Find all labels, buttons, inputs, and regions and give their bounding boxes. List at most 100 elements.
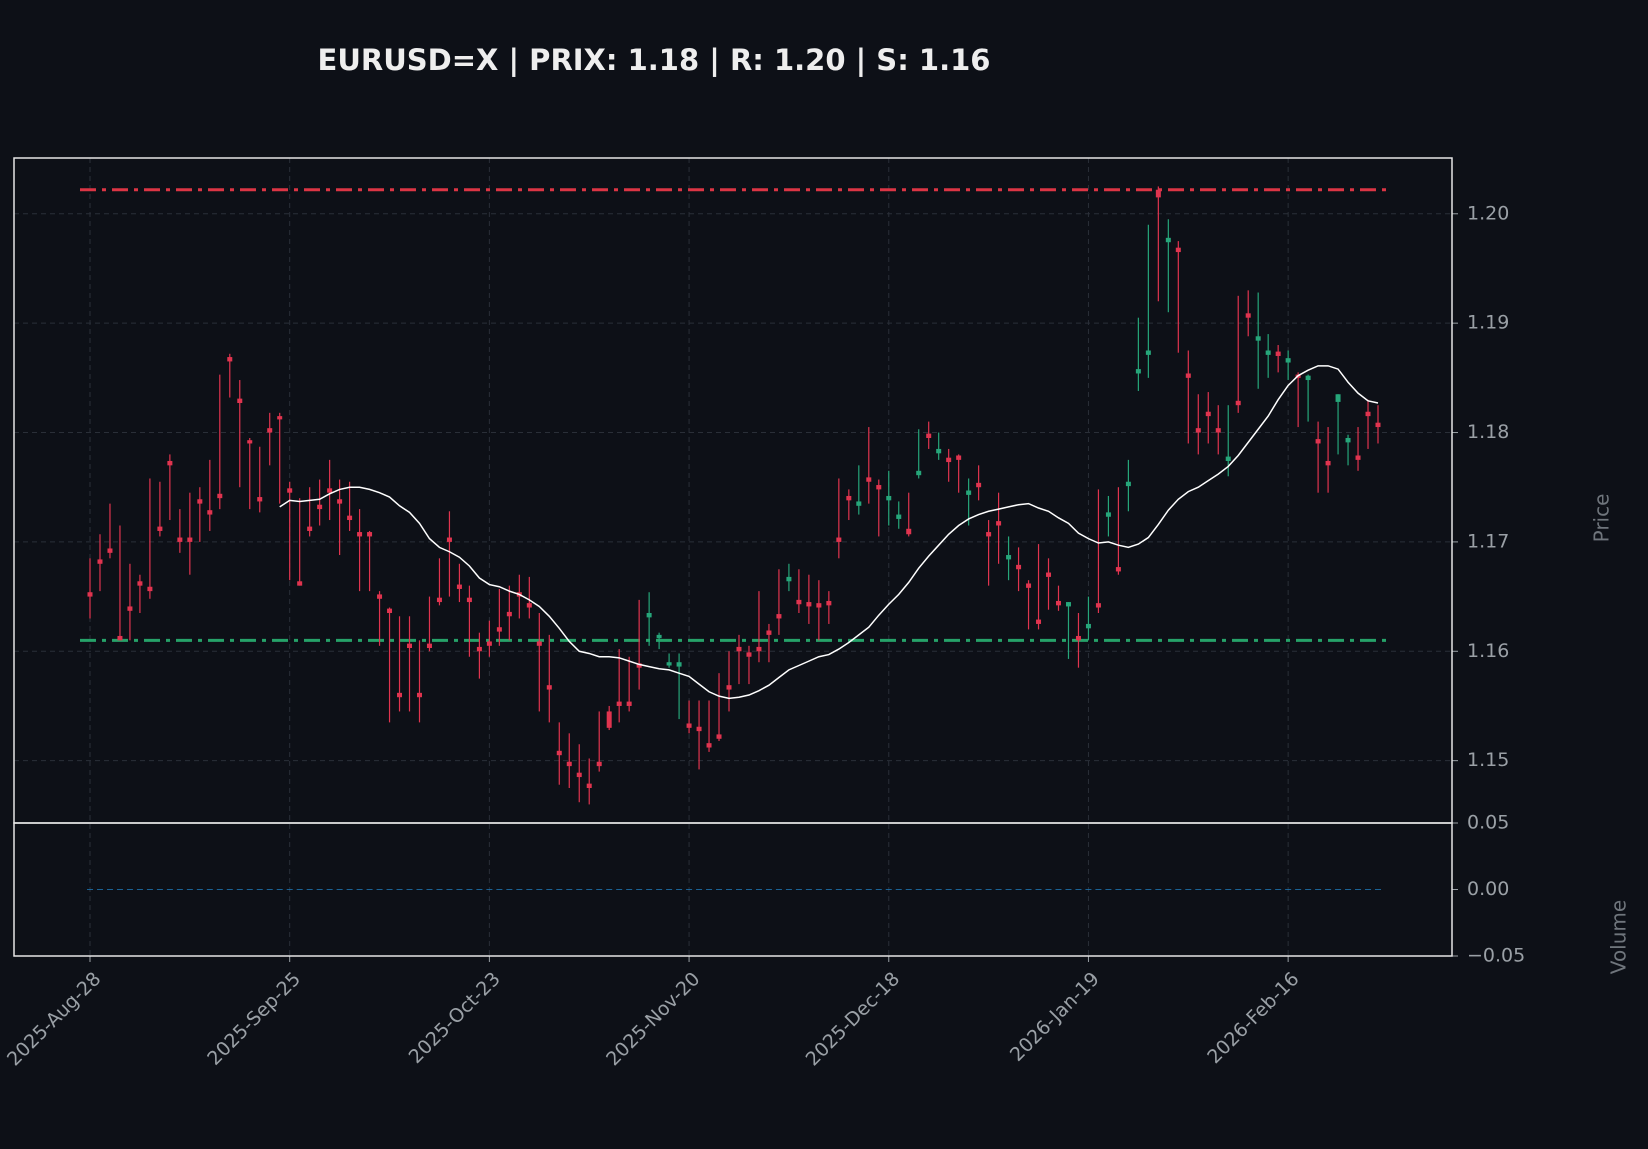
candle-body [426, 643, 432, 648]
candle-body [726, 685, 732, 690]
candle-body [367, 532, 373, 537]
volume-bar [636, 889, 643, 890]
volume-bar [576, 889, 583, 890]
candle-body [1016, 564, 1022, 570]
candle-body [1055, 600, 1061, 606]
volume-bar [356, 889, 363, 890]
volume-bar [676, 889, 683, 890]
candle-body [656, 634, 662, 639]
volume-bar [706, 889, 713, 890]
volume-bar [236, 889, 243, 890]
volume-bar [386, 889, 393, 890]
volume-bar [246, 889, 253, 890]
volume-bar [626, 889, 633, 890]
candle-body [416, 692, 422, 698]
volume-bar [1245, 889, 1252, 890]
volume-bar [815, 889, 822, 890]
candle-body [1215, 428, 1221, 433]
volume-bar [765, 889, 772, 890]
candle-body [546, 685, 552, 690]
volume-bar [1135, 889, 1142, 890]
candle-body [407, 643, 413, 648]
candle-body [347, 515, 353, 521]
volume-bar [336, 889, 343, 890]
candle-body [1125, 481, 1131, 487]
candle-body [666, 662, 672, 666]
candle-body [1225, 456, 1231, 461]
volume-bar [1325, 889, 1332, 890]
volume-bar [975, 889, 982, 890]
candle-body [786, 576, 792, 582]
volume-bar [1235, 889, 1242, 890]
candle-body [1115, 567, 1121, 572]
volume-bar [865, 889, 872, 890]
volume-bar [795, 889, 802, 890]
candle-body [956, 455, 962, 460]
candle-body [916, 470, 922, 476]
volume-bar [516, 889, 523, 890]
y-tick-label: 1.16 [1467, 640, 1509, 662]
volume-bar [1295, 889, 1302, 890]
y-tick-label: 1.15 [1467, 749, 1509, 771]
candle-body [327, 488, 333, 493]
volume-bar [266, 889, 273, 890]
candle-body [267, 428, 273, 433]
candle-body [766, 630, 772, 635]
candle-body [676, 662, 682, 667]
candle-body [1135, 369, 1141, 374]
candle-body [1245, 313, 1251, 318]
candle-body [1195, 428, 1201, 433]
candle-body [1145, 350, 1151, 355]
candle-body [277, 416, 283, 420]
volume-bar [276, 889, 283, 890]
volume-bar [476, 889, 483, 890]
volume-bar [885, 889, 892, 890]
volume-bar [106, 889, 113, 890]
candle-body [1205, 411, 1211, 417]
volume-bar [176, 889, 183, 890]
candle-body [1165, 237, 1171, 243]
volume-bar [326, 889, 333, 890]
candle-body [886, 495, 892, 501]
candle-body [357, 532, 363, 537]
candle-body [1315, 439, 1321, 444]
candle-body [1075, 635, 1081, 641]
candle-body [496, 627, 502, 632]
candle-body [506, 611, 512, 617]
volume-bar [686, 889, 693, 890]
volume-bar [586, 889, 593, 890]
volume-bar [116, 889, 123, 890]
volume-bar [1015, 889, 1022, 890]
chart-title: EURUSD=X | PRIX: 1.18 | R: 1.20 | S: 1.1… [318, 43, 991, 77]
volume-bar [596, 889, 603, 890]
candle-body [257, 497, 263, 502]
candle-body [856, 501, 862, 506]
volume-bar [1055, 889, 1062, 890]
volume-bar [546, 889, 553, 890]
volume-bar [1155, 889, 1162, 890]
volume-bar [1065, 889, 1072, 890]
candle-body [217, 493, 223, 499]
volume-bar [726, 889, 733, 890]
volume-bar [556, 889, 563, 890]
volume-bar [905, 889, 912, 890]
y2-tick-label: 0.00 [1467, 878, 1509, 900]
candle-body [776, 614, 782, 619]
y-tick-label: 1.17 [1467, 530, 1509, 552]
candle-body [866, 477, 872, 482]
y2-tick-label: 0.05 [1467, 812, 1509, 834]
candle-body [207, 510, 213, 515]
candle-body [1325, 460, 1331, 466]
candle-body [387, 608, 393, 613]
candle-body [97, 559, 103, 564]
volume-bar [1005, 889, 1012, 890]
volume-bar [216, 889, 223, 890]
candle-body [966, 490, 972, 495]
volume-bar [855, 889, 862, 890]
volume-bar [965, 889, 972, 890]
candle-body [736, 646, 742, 652]
candle-body [816, 603, 822, 608]
candle-body [706, 743, 712, 748]
y2-axis-label: Volume [1607, 900, 1631, 974]
